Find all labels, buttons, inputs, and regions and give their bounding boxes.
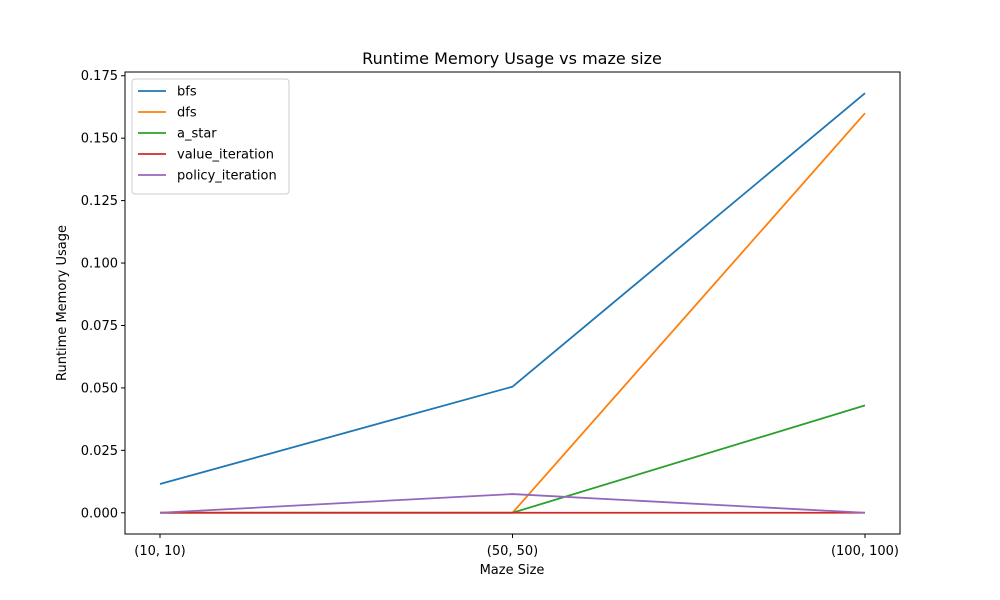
y-tick-label: 0.100	[81, 257, 118, 272]
x-tick-label: (10, 10)	[134, 544, 186, 559]
y-tick-label: 0.050	[81, 381, 118, 396]
x-tick-label: (100, 100)	[831, 544, 899, 559]
y-tick-label: 0.125	[81, 194, 118, 209]
y-tick-label: 0.150	[81, 132, 118, 147]
chart-title: Runtime Memory Usage vs maze size	[362, 49, 662, 68]
x-axis-label: Maze Size	[480, 563, 545, 578]
series-line-bfs	[159, 92, 866, 485]
series-lines	[159, 92, 866, 514]
x-axis-ticks: (10, 10) (50, 50) (100, 100)	[134, 534, 899, 559]
legend-label: policy_iteration	[177, 169, 277, 184]
legend-label: a_star	[177, 127, 217, 142]
y-tick-label: 0.000	[81, 506, 118, 521]
legend-label: value_iteration	[177, 148, 274, 163]
legend-frame	[131, 78, 290, 195]
y-tick-label: 0.025	[81, 444, 118, 459]
legend-label: dfs	[177, 106, 197, 121]
y-tick-label: 0.075	[81, 319, 118, 334]
y-axis-label: Runtime Memory Usage	[55, 225, 70, 381]
y-tick-label: 0.175	[81, 69, 118, 84]
series-line-a-star	[160, 404, 866, 514]
x-tick-label: (50, 50)	[487, 544, 539, 559]
legend: bfs dfs a_star value_iteration policy_iterat…	[131, 78, 290, 195]
y-axis-ticks: 0.000 0.025 0.050 0.075 0.100 0.125 0.150 0.175	[81, 69, 125, 521]
legend-label: bfs	[177, 85, 197, 100]
series-line-policy-iteration	[159, 493, 866, 514]
